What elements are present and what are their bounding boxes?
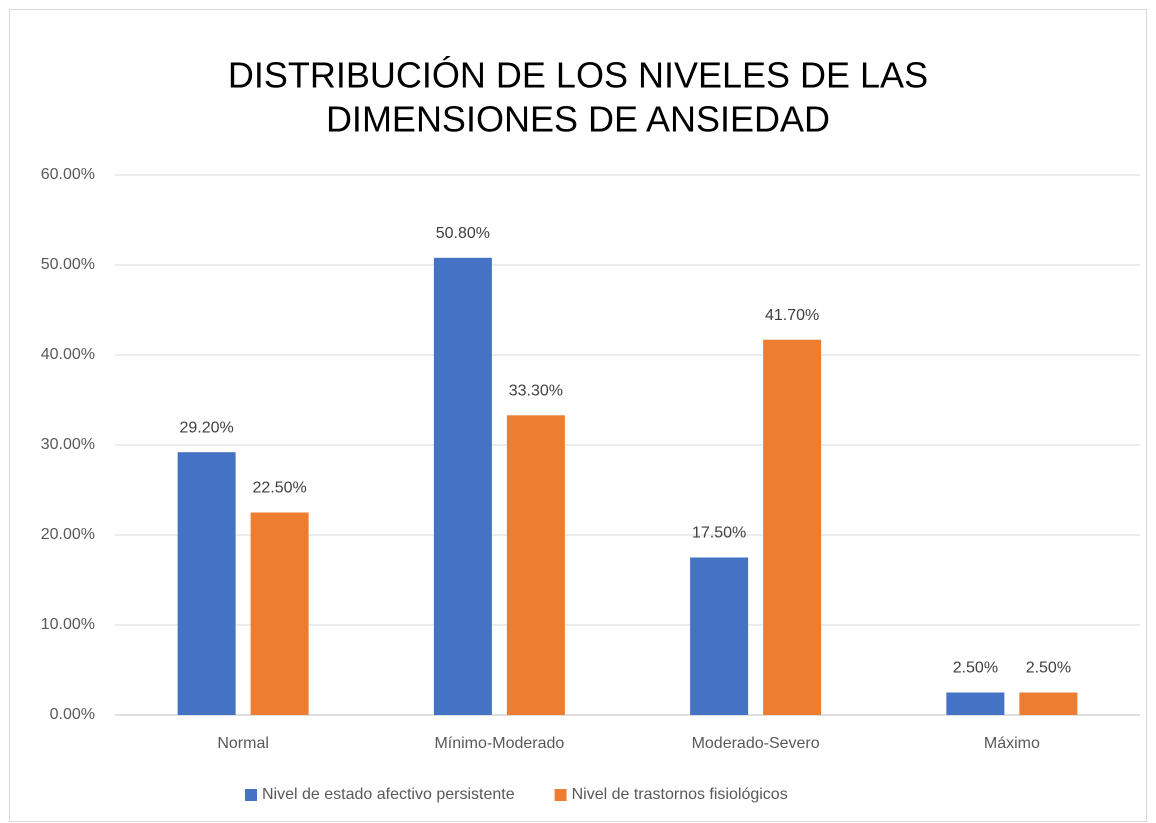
data-label: 33.30% — [509, 383, 563, 400]
y-tick-label: 50.00% — [41, 256, 95, 273]
y-tick-label: 20.00% — [41, 526, 95, 543]
legend-swatch — [245, 789, 257, 801]
data-label: 2.50% — [1026, 660, 1071, 677]
chart-title: DIMENSIONES DE ANSIEDAD — [326, 99, 830, 140]
bar — [763, 339, 822, 715]
y-tick-label: 0.00% — [50, 706, 95, 723]
bar — [946, 692, 1005, 715]
data-label: 29.20% — [179, 419, 233, 436]
x-tick-label: Normal — [217, 735, 269, 752]
x-tick-label: Máximo — [984, 735, 1040, 752]
y-tick-label: 10.00% — [41, 616, 95, 633]
bar — [433, 257, 492, 715]
y-tick-label: 40.00% — [41, 346, 95, 363]
bar — [506, 415, 565, 715]
legend-swatch — [554, 789, 567, 801]
data-label: 17.50% — [692, 525, 746, 542]
bar — [690, 557, 749, 715]
legend-label: Nivel de trastornos fisiológicos — [572, 786, 788, 803]
x-tick-label: Mínimo-Moderado — [434, 735, 564, 752]
data-label: 50.80% — [436, 225, 490, 242]
bar — [250, 512, 309, 715]
bar — [1019, 692, 1078, 715]
data-label: 2.50% — [953, 660, 998, 677]
chart-title: DISTRIBUCIÓN DE LOS NIVELES DE LAS — [228, 55, 928, 96]
legend-label: Nivel de estado afectivo persistente — [262, 786, 515, 803]
x-tick-label: Moderado-Severo — [692, 735, 820, 752]
bar — [177, 452, 236, 715]
data-label: 41.70% — [765, 307, 819, 324]
data-label: 22.50% — [252, 480, 306, 497]
y-tick-label: 60.00% — [41, 166, 95, 183]
y-tick-label: 30.00% — [41, 436, 95, 453]
